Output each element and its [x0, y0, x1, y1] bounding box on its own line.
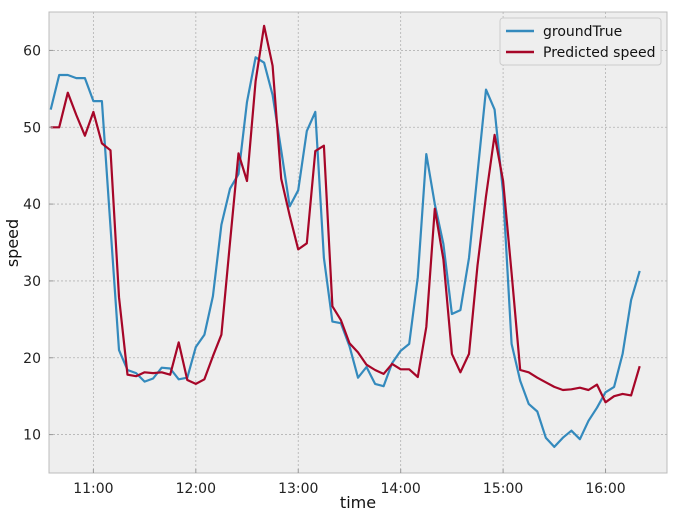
series-line-predicted-speed	[50, 24, 641, 404]
y-tick-label: 50	[23, 120, 41, 136]
grid	[49, 12, 667, 473]
y-tick-label: 30	[23, 274, 41, 290]
legend-entry-label: Predicted speed	[543, 45, 655, 61]
legend: groundTrue Predicted speed	[499, 17, 662, 66]
y-tick-label: 40	[23, 197, 41, 213]
x-tick-label: 13:00	[278, 481, 318, 497]
x-tick-labels: 11:00 12:00 13:00 14:00 15:00 16:00	[73, 469, 626, 497]
x-tick-label: 15:00	[483, 481, 523, 497]
y-tick-label: 60	[23, 43, 41, 59]
y-tick-label: 10	[23, 428, 41, 444]
y-tick-label: 20	[23, 351, 41, 367]
x-tick-label: 12:00	[176, 481, 216, 497]
legend-entry-label: groundTrue	[543, 24, 622, 40]
legend-box	[499, 17, 662, 66]
plot-area	[48, 11, 668, 474]
y-axis-label: speed	[3, 219, 22, 267]
x-tick-label: 16:00	[585, 481, 625, 497]
series-lines	[49, 24, 641, 448]
x-tick-label: 14:00	[380, 481, 420, 497]
x-tick-label: 11:00	[73, 481, 113, 497]
x-axis-label: time	[340, 493, 376, 512]
y-tick-labels: 10 20 30 40 50 60	[23, 43, 53, 444]
